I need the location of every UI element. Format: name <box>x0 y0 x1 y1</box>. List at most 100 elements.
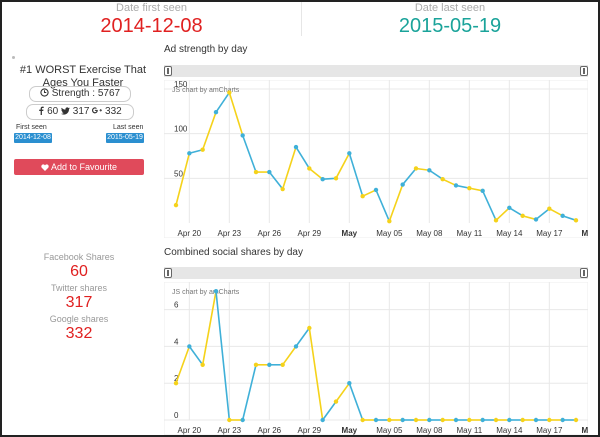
chart2-data-point <box>507 417 512 423</box>
chart1-data-point <box>253 169 259 175</box>
chart1-line-segment <box>295 146 311 169</box>
twitter-shares-value: 317 <box>65 294 93 311</box>
chart2-line-segment <box>308 327 324 421</box>
chart2-data-point <box>213 289 219 294</box>
chart2-data-point <box>267 362 272 367</box>
chart1-data-point <box>520 213 525 219</box>
chart2-line-segment <box>201 291 217 365</box>
chart2-data-point <box>533 417 539 423</box>
chart1-data-point <box>293 144 299 150</box>
twitter-icon <box>60 106 70 117</box>
chart1-title: Ad strength by day <box>164 44 248 55</box>
favourite-label: Add to Favourite <box>50 162 118 172</box>
chart2-line-segment <box>335 382 350 403</box>
chart1-line-segment <box>375 189 391 222</box>
chart2-xtick-label: May 05 <box>376 426 403 435</box>
chart1-line-segment <box>415 167 430 172</box>
chart1-line-segment <box>348 153 364 197</box>
last-seen-block: Date last seen 2015-05-19 <box>302 2 598 38</box>
last-seen-badge: 2015-05-19 <box>106 133 144 143</box>
first-seen-block: Date first seen 2014-12-08 <box>2 2 301 38</box>
chart2-data-point <box>467 417 472 423</box>
chart1-scroll-handle-left[interactable] <box>164 66 172 76</box>
chart2-data-point <box>400 417 405 423</box>
chart1-line-segment <box>308 167 324 180</box>
chart2-svg[interactable]: 0 2 4 6 Apr 20 Apr 23 Apr 26 Apr 29 May May 05 May… <box>164 282 588 435</box>
chart2-data-point <box>387 417 392 423</box>
bullet-dot <box>12 56 15 59</box>
first-seen-small-label: First seen <box>16 124 47 131</box>
chart1-ytick-label: 150 <box>174 80 188 89</box>
chart2-data-point <box>280 362 285 367</box>
chart2-xtick-label: Apr 20 <box>178 426 202 435</box>
twitter-count: 317 <box>72 106 90 117</box>
chart1-line-segment <box>362 189 377 197</box>
chart2-line-segment <box>175 346 191 384</box>
chart2-data-point <box>480 417 485 423</box>
chart2-line-segment <box>215 291 231 421</box>
chart1-svg[interactable]: 50 100 150 Apr 20 Apr 23 Apr 26 Apr 29 May May 0… <box>164 80 588 238</box>
chart2-data-point <box>307 325 312 331</box>
chart2-data-point <box>440 417 445 423</box>
chart2-line-segment <box>322 401 337 421</box>
header-divider <box>301 2 302 36</box>
chart2-ytick-label: 0 <box>174 411 179 420</box>
chart2-data-point <box>413 417 419 423</box>
chart2-xtick-label: May 17 <box>536 426 563 435</box>
chart1-line-segment <box>562 215 577 222</box>
chart2-scroll-handle-left[interactable] <box>164 268 172 278</box>
chart1-credit: JS chart by amCharts <box>172 87 240 94</box>
chart1-line-segment <box>228 92 244 136</box>
google-plus-icon <box>92 106 103 117</box>
chart1-data-point <box>227 90 232 95</box>
chart2-scroll-handle-right[interactable] <box>580 268 588 278</box>
chart1-data-point <box>200 147 205 152</box>
chart2-data-point <box>293 344 299 349</box>
chart1-scrollbar[interactable] <box>164 65 588 77</box>
chart1-line-segment <box>241 135 257 173</box>
chart1-line-segment <box>268 171 284 190</box>
twitter-shares-label: Twitter shares <box>50 283 108 293</box>
chart2-ytick-label: 6 <box>174 301 179 310</box>
chart2-data-point <box>520 417 525 423</box>
chart1-xtick-label: Apr 26 <box>258 229 282 238</box>
chart1-xtick-label: May 05 <box>376 229 403 238</box>
chart1-data-point <box>213 109 219 115</box>
chart1-xtick-label: Apr 20 <box>178 229 202 238</box>
chart2-credit: JS chart by amCharts <box>172 289 240 296</box>
chart1-data-point <box>533 217 539 222</box>
chart2-data-point <box>187 344 192 349</box>
chart2-data-point <box>547 417 552 423</box>
facebook-shares-label: Facebook Shares <box>43 252 115 262</box>
chart1-data-point <box>547 206 552 211</box>
chart1-scroll-handle-right[interactable] <box>580 66 588 76</box>
add-to-favourite-button[interactable]: Add to Favourite <box>14 159 144 175</box>
chart2-data-point <box>240 417 245 423</box>
chart2-xtick-label: Apr 26 <box>258 426 282 435</box>
chart1-data-point <box>347 151 352 156</box>
chart2-line-segment <box>348 382 364 421</box>
chart1-data-point <box>493 218 499 223</box>
chart1-line-segment <box>215 92 230 113</box>
strength-pill: Strength : 5767 <box>29 86 131 102</box>
first-seen-value: 2014-12-08 <box>100 15 203 37</box>
google-count: 332 <box>105 106 122 117</box>
chart1-line-segment <box>388 184 404 222</box>
chart2-scrollbar[interactable] <box>164 267 588 279</box>
chart2-data-point <box>333 399 339 404</box>
chart1-data-point <box>360 193 365 199</box>
chart1-line-segment <box>201 111 217 150</box>
chart1-plot-area <box>164 80 588 238</box>
chart1-xtick-label: May <box>582 229 588 238</box>
chart1-data-point <box>560 213 565 219</box>
chart1-data-point <box>240 133 245 138</box>
chart2-data-point <box>200 362 205 367</box>
heart-icon <box>41 162 49 172</box>
chart2-data-point <box>320 417 325 423</box>
chart1-xtick-label: May 11 <box>457 229 483 238</box>
chart1-line-segment <box>281 146 297 190</box>
chart1-xtick-label: May 17 <box>536 229 563 238</box>
chart1-line-segment <box>522 215 537 221</box>
chart2-data-point <box>173 381 179 386</box>
last-seen-small-label: Last seen <box>113 124 144 131</box>
